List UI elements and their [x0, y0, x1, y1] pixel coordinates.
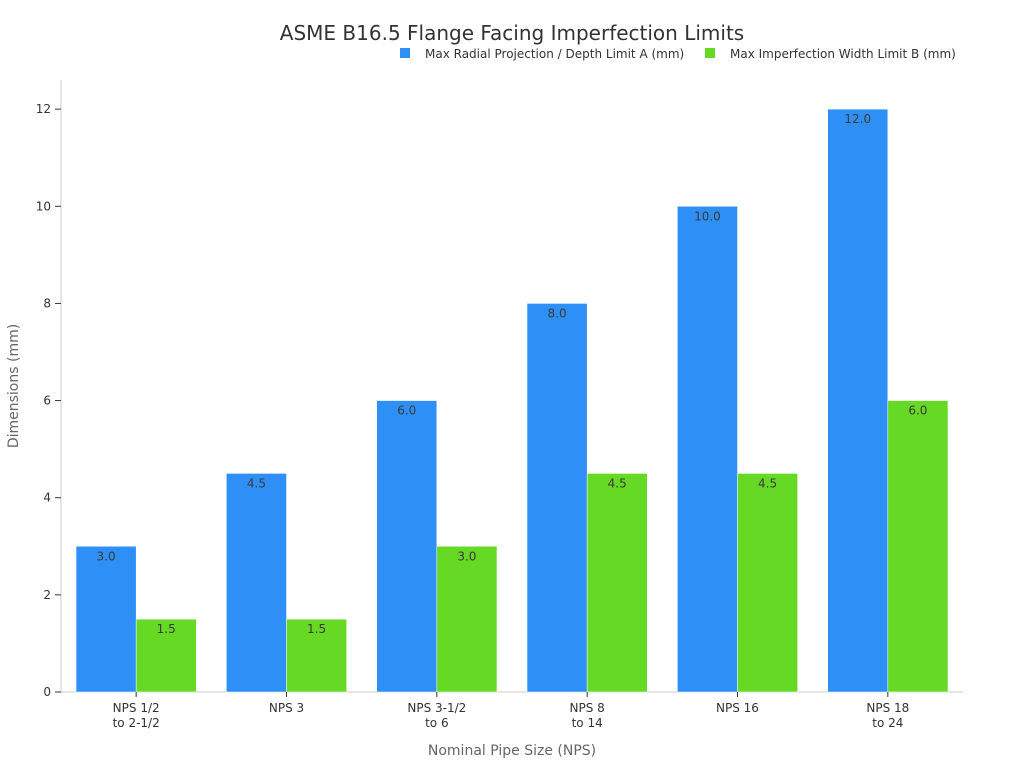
- y-axis-label: Dimensions (mm): [6, 324, 22, 448]
- bar-series-b: [887, 400, 949, 693]
- bar-series-a: [526, 303, 588, 693]
- bar-value-label: 4.5: [758, 476, 777, 490]
- legend-label-series-b: Max Imperfection Width Limit B (mm): [730, 47, 956, 61]
- axes: [60, 80, 963, 693]
- x-tick-label: to 14: [572, 716, 603, 730]
- x-tick-label: NPS 1/2: [113, 701, 160, 715]
- bar-value-label: 10.0: [694, 209, 721, 223]
- chart-title: ASME B16.5 Flange Facing Imperfection Li…: [280, 21, 744, 45]
- bar-series-a: [75, 546, 137, 693]
- y-tick-label: 0: [43, 685, 51, 699]
- bar-value-label: 1.5: [307, 622, 326, 636]
- x-tick-label: NPS 3: [269, 701, 304, 715]
- y-ticks: 0 2 4 6 8 10 12: [36, 102, 61, 699]
- legend-label-series-a: Max Radial Projection / Depth Limit A (m…: [425, 47, 684, 61]
- bar-value-label: 8.0: [548, 306, 567, 320]
- x-tick-label: NPS 3-1/2: [407, 701, 466, 715]
- x-tick-label: NPS 8: [570, 701, 605, 715]
- x-tick-label: to 24: [872, 716, 903, 730]
- bar-series-a: [226, 473, 287, 693]
- bar-value-label: 4.5: [247, 476, 266, 490]
- bar-series-b: [586, 473, 648, 693]
- bar-value-label: 4.5: [608, 476, 627, 490]
- bar-series-b: [436, 546, 498, 693]
- x-tick-label: NPS 18: [866, 701, 909, 715]
- bar-value-label: 6.0: [908, 404, 927, 418]
- bar-value-label: 6.0: [397, 404, 416, 418]
- bars: [75, 108, 949, 693]
- legend-swatch-series-a: [400, 48, 410, 58]
- y-tick-label: 6: [43, 394, 51, 408]
- bar-value-label: 3.0: [457, 549, 476, 563]
- x-tick-label: to 6: [425, 716, 449, 730]
- bar-series-a: [376, 400, 438, 693]
- bar-series-a: [827, 108, 889, 693]
- bar-value-label: 3.0: [97, 549, 116, 563]
- bar-series-b: [286, 618, 347, 693]
- y-tick-label: 4: [43, 491, 51, 505]
- bar-value-label: 1.5: [157, 622, 176, 636]
- legend: Max Radial Projection / Depth Limit A (m…: [400, 47, 956, 61]
- bar-series-b: [737, 473, 798, 693]
- bar-value-label: 12.0: [844, 112, 871, 126]
- bar-series-a: [677, 206, 738, 693]
- legend-swatch-series-b: [705, 48, 715, 58]
- y-tick-label: 2: [43, 588, 51, 602]
- bar-series-b: [135, 618, 197, 693]
- x-axis-label: Nominal Pipe Size (NPS): [428, 743, 596, 759]
- x-tick-label: to 2-1/2: [113, 716, 160, 730]
- y-tick-label: 8: [43, 296, 51, 310]
- y-tick-label: 12: [36, 102, 51, 116]
- bar-labels: 3.0 1.5 4.5 1.5 6.0 3.0 8.0 4.5 10.0 4.5 12.0 6.0: [97, 112, 928, 636]
- y-tick-label: 10: [36, 199, 51, 213]
- x-tick-label: NPS 16: [716, 701, 759, 715]
